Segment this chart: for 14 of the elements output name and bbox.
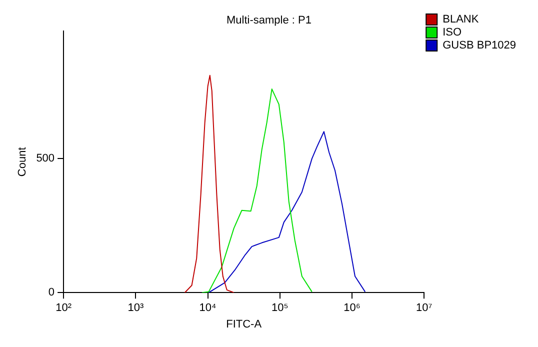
legend-label: GUSB BP1029 (442, 40, 516, 52)
legend-label: BLANK (442, 14, 480, 26)
y-tick-label: 0 (48, 286, 55, 299)
y-tick-label: 500 (36, 152, 55, 165)
x-tick-label: 10⁴ (199, 302, 217, 314)
x-axis-title: FITC-A (226, 318, 262, 330)
x-tick-label: 10⁵ (272, 302, 288, 314)
x-tick-label: 10⁶ (344, 302, 360, 314)
y-axis-title: Count (16, 147, 29, 177)
legend-label: ISO (442, 26, 462, 39)
x-tick-label: 10² (56, 302, 72, 314)
x-tick-label: 10³ (128, 302, 144, 314)
x-tick-label: 10⁷ (416, 302, 432, 314)
chart-title: Multi-sample : P1 (226, 14, 312, 27)
